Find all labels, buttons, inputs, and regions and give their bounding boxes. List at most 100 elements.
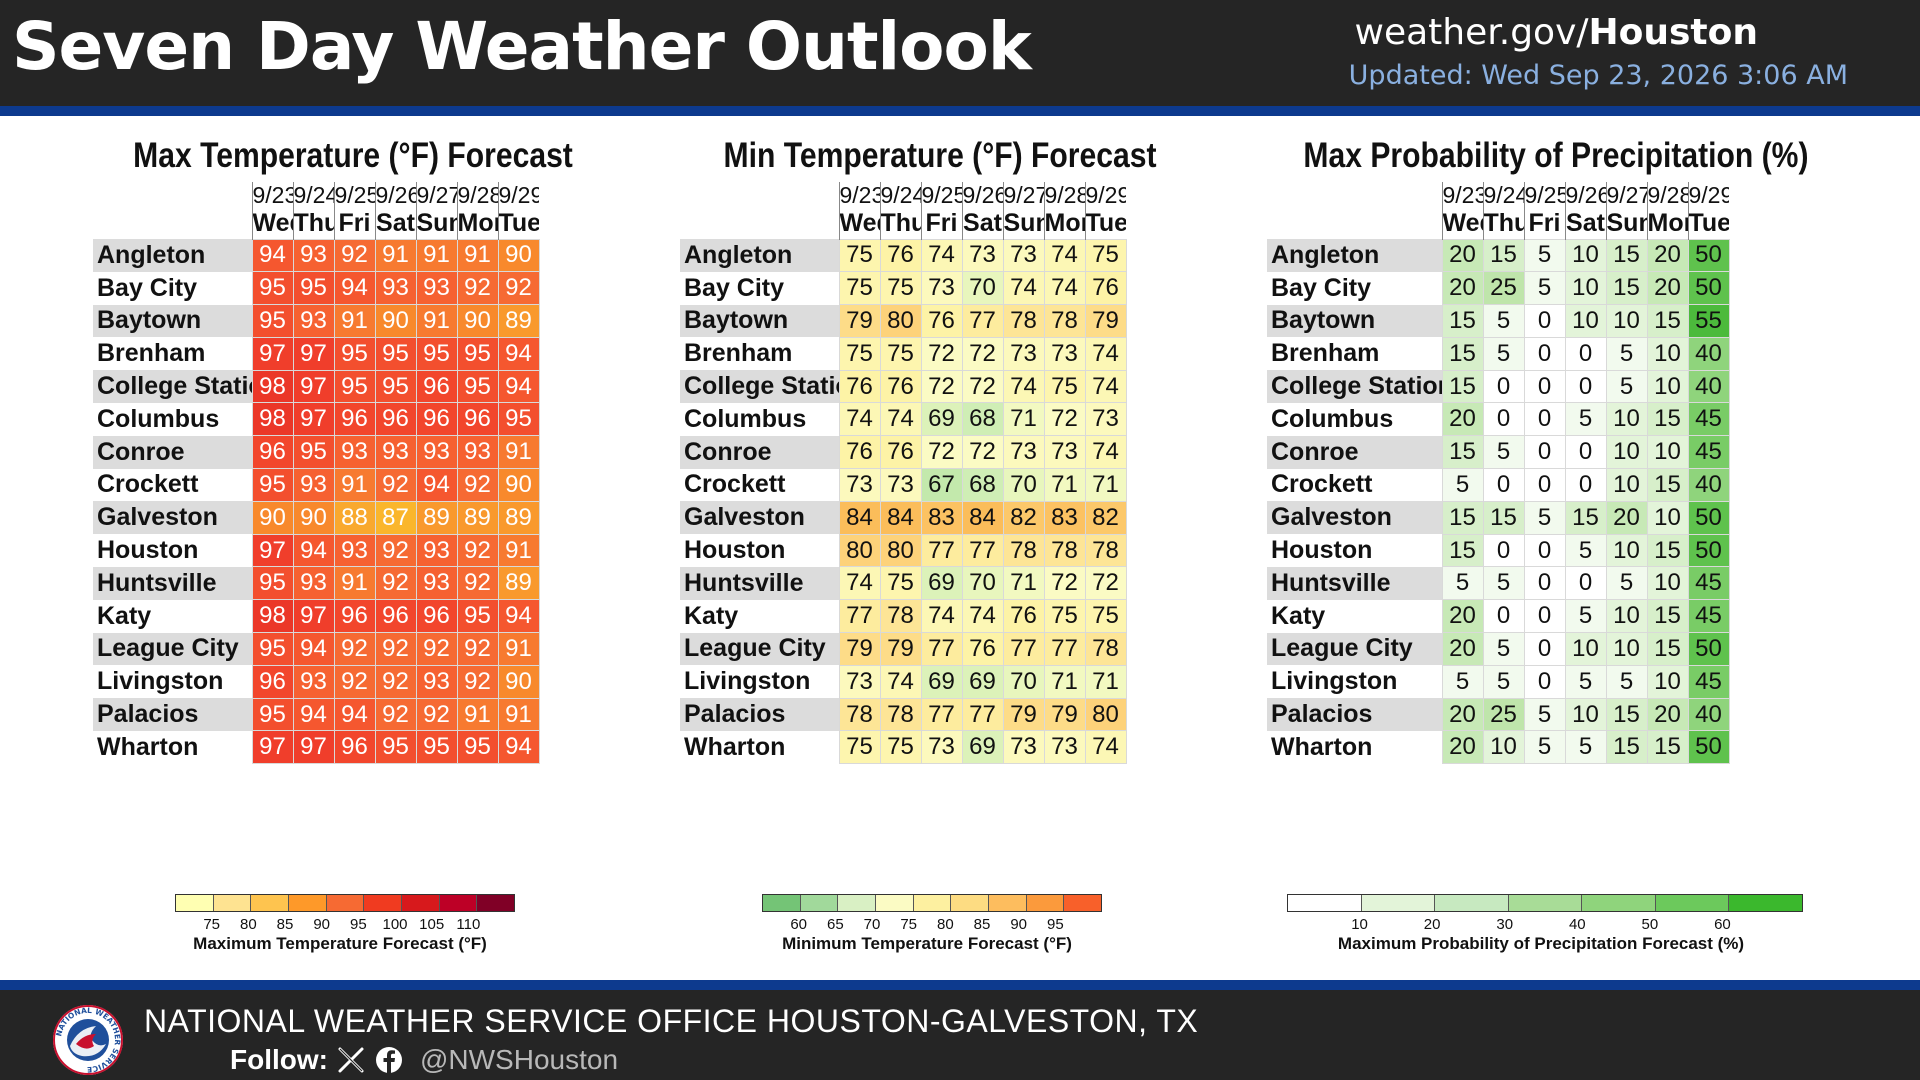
precip-value-cell: 15 [1564, 500, 1607, 535]
max-temp-day-header: Tue [497, 209, 539, 239]
min-temp-table-row: Livingston 73 74 69 69 70 71 71 [680, 664, 1127, 699]
social-handle[interactable]: @NWSHouston [419, 1044, 619, 1075]
max-temp-value-cell: 95 [497, 402, 540, 437]
precip-value-cell: 0 [1564, 369, 1607, 404]
max-temp-value-cell: 90 [251, 500, 294, 535]
min-temp-value-cell: 76 [879, 238, 922, 273]
precip-value-cell: 5 [1564, 402, 1607, 437]
min-temp-day-header: Fri [920, 209, 962, 239]
max-temp-value-cell: 96 [333, 402, 376, 437]
min-temp-date-header: 9/28 [1043, 182, 1085, 209]
precip-value-cell: 0 [1482, 533, 1525, 568]
precip-day-header: Tue [1687, 209, 1729, 239]
precip-value-cell: 10 [1605, 599, 1648, 634]
precip-value-cell: 20 [1646, 697, 1689, 732]
precip-value-cell: 20 [1441, 599, 1484, 634]
precip-table-row: Crockett 5 0 0 0 10 15 40 [1267, 468, 1730, 502]
min-temp-city-label: Angleton [680, 239, 839, 272]
max-temp-day-header: Sun [415, 209, 457, 239]
header-bar [0, 0, 1920, 106]
min-temp-value-cell: 72 [920, 435, 963, 470]
nws-logo-icon: NATIONAL WEATHER SERVICE [53, 1005, 123, 1075]
facebook-icon[interactable] [374, 1045, 404, 1075]
min-temp-value-cell: 71 [1084, 664, 1127, 699]
precip-value-cell: 50 [1687, 730, 1730, 765]
max-temp-value-cell: 97 [251, 730, 294, 765]
max-temp-value-cell: 92 [456, 533, 499, 568]
max-temp-date-header: 9/29 [497, 182, 539, 209]
site-link[interactable]: weather.gov/Houston [1355, 12, 1758, 53]
min-temp-city-label: Galveston [680, 501, 839, 535]
min-temp-legend-tick: 95 [1046, 916, 1064, 933]
precip-value-cell: 0 [1482, 369, 1525, 404]
max-temp-table-row: Livingston 96 93 92 92 93 92 90 [93, 664, 540, 699]
precip-value-cell: 20 [1441, 697, 1484, 732]
precip-city-label: Brenham [1267, 337, 1442, 371]
max-temp-value-cell: 92 [374, 697, 417, 732]
max-temp-value-cell: 94 [333, 697, 376, 732]
max-temp-legend-swatch [326, 895, 365, 911]
max-temp-value-cell: 93 [415, 566, 458, 601]
precip-date-header: 9/28 [1646, 182, 1688, 209]
precip-value-cell: 10 [1646, 435, 1689, 470]
max-temp-value-cell: 88 [333, 500, 376, 535]
max-temp-value-cell: 95 [374, 730, 417, 765]
max-temp-value-cell: 91 [374, 238, 417, 273]
precip-value-cell: 15 [1605, 271, 1648, 306]
precip-value-cell: 20 [1441, 730, 1484, 765]
max-temp-value-cell: 97 [292, 369, 335, 404]
min-temp-value-cell: 75 [1084, 238, 1127, 273]
precip-value-cell: 10 [1605, 632, 1648, 666]
max-temp-day-header: Fri [333, 209, 375, 239]
max-temp-city-label: Crockett [93, 468, 252, 502]
min-temp-value-cell: 67 [920, 468, 963, 502]
min-temp-value-cell: 72 [920, 336, 963, 371]
min-temp-value-cell: 78 [1043, 533, 1086, 568]
precip-table: 9/239/249/259/269/279/289/29WedThuFriSat… [1267, 182, 1730, 765]
min-temp-value-cell: 77 [838, 599, 881, 634]
min-temp-value-cell: 74 [838, 402, 881, 437]
max-temp-value-cell: 94 [497, 599, 540, 634]
min-temp-value-cell: 82 [1002, 500, 1045, 535]
max-temp-city-label: Houston [93, 534, 252, 567]
max-temp-city-label: College Station [93, 370, 252, 403]
min-temp-city-label: Crockett [680, 468, 839, 502]
min-temp-value-cell: 73 [1002, 435, 1045, 470]
max-temp-legend-tick: 85 [276, 916, 294, 933]
site-link-office[interactable]: Houston [1588, 12, 1759, 53]
precip-value-cell: 45 [1687, 402, 1730, 437]
min-temp-table-row: Baytown 79 80 76 77 78 78 79 [680, 304, 1127, 338]
x-twitter-icon[interactable] [336, 1045, 366, 1075]
min-temp-value-cell: 73 [920, 730, 963, 765]
max-temp-table-row: Crockett 95 93 91 92 94 92 90 [93, 468, 540, 502]
precip-value-cell: 15 [1646, 632, 1689, 666]
precip-value-cell: 0 [1482, 402, 1525, 437]
max-temp-value-cell: 95 [415, 336, 458, 371]
precip-city-label: Houston [1267, 534, 1442, 567]
min-temp-date-header: 9/23 [838, 182, 880, 209]
min-temp-day-header: Mon [1043, 209, 1085, 239]
site-link-prefix[interactable]: weather.gov/ [1354, 12, 1589, 53]
min-temp-legend-swatch [1026, 895, 1065, 911]
max-temp-value-cell: 96 [251, 664, 294, 699]
max-temp-value-cell: 90 [497, 238, 540, 273]
precip-value-cell: 40 [1687, 336, 1730, 371]
precip-value-cell: 20 [1646, 271, 1689, 306]
min-temp-value-cell: 75 [879, 271, 922, 306]
min-temp-value-cell: 74 [1043, 271, 1086, 306]
max-temp-date-header-row: 9/23 9/24 9/25 9/26 9/27 9/28 9/29 [93, 182, 539, 209]
max-temp-value-cell: 91 [333, 304, 376, 338]
max-temp-value-cell: 98 [251, 402, 294, 437]
max-temp-value-cell: 94 [497, 336, 540, 371]
min-temp-legend-tick: 60 [790, 916, 807, 933]
max-temp-legend-swatch [213, 895, 252, 911]
precip-value-cell: 20 [1441, 402, 1484, 437]
max-temp-day-header: Sat [374, 209, 416, 239]
max-temp-header-corner [93, 182, 252, 209]
min-temp-table-row: Bay City 75 75 73 70 74 74 76 [680, 271, 1127, 306]
max-temp-value-cell: 93 [374, 435, 417, 470]
min-temp-value-cell: 77 [920, 697, 963, 732]
precip-table-row: League City 20 5 0 10 10 15 50 [1267, 632, 1730, 666]
max-temp-city-label: Brenham [93, 337, 252, 371]
precip-table-row: Bay City 20 25 5 10 15 20 50 [1267, 271, 1730, 306]
